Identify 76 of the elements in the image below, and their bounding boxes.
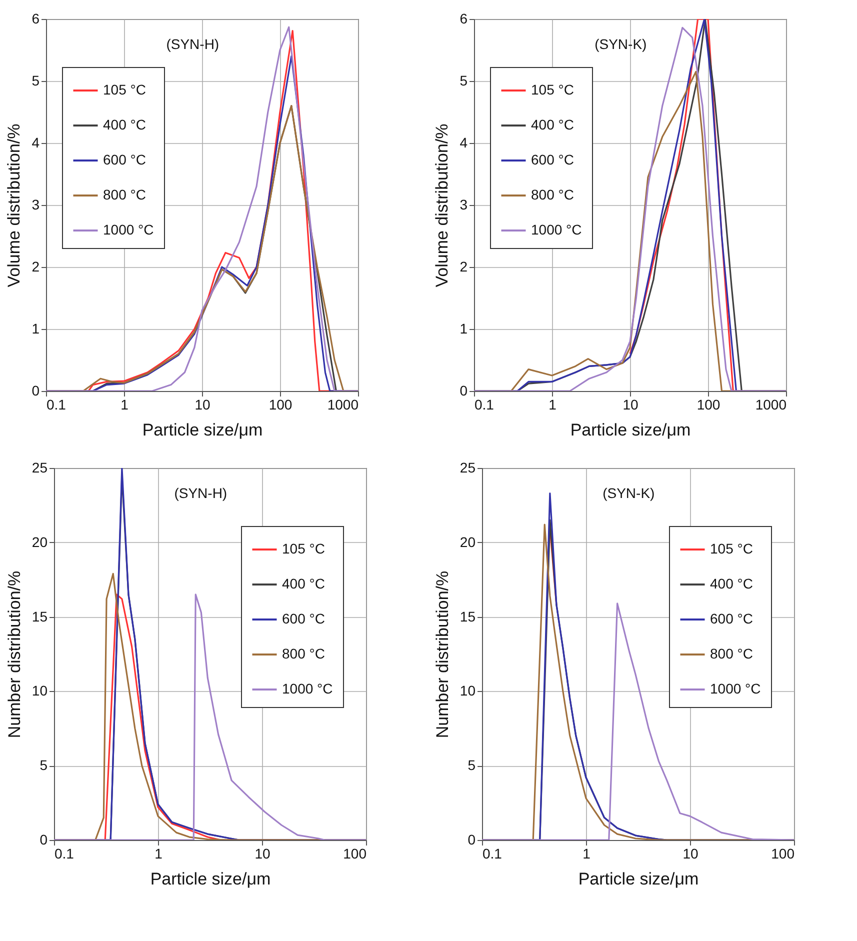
y-axis-title: Number distribution/% [432,570,452,738]
x-tick-label: 10 [682,846,698,862]
y-tick-label: 5 [32,72,40,88]
x-tick-label: 0.1 [474,396,494,412]
y-tick-label: 2 [460,258,468,274]
x-tick-label: 1 [120,396,129,412]
legend-label: 105 °C [282,540,325,556]
x-axis-title: Particle size/μm [142,420,263,440]
y-tick-label: 25 [460,460,476,476]
annotation: (SYN-K) [594,36,647,52]
x-tick-label: 10 [194,396,210,412]
x-tick-label: 1 [548,396,557,412]
legend-label: 105 °C [531,82,574,98]
y-tick-label: 1 [460,320,468,336]
legend-label: 600 °C [531,152,574,168]
legend-label: 105 °C [103,82,146,98]
y-tick-label: 20 [32,534,48,550]
y-tick-label: 10 [32,682,48,699]
legend-label: 600 °C [710,610,753,626]
x-tick-label: 0.1 [54,846,74,862]
legend-label: 1000 °C [282,680,333,696]
legend-label: 400 °C [531,116,574,132]
annotation: (SYN-H) [166,36,220,52]
y-tick-label: 6 [460,10,468,26]
legend-label: 1000 °C [710,680,761,696]
y-tick-label: 1 [32,320,40,336]
legend-label: 1000 °C [531,222,582,238]
y-tick-label: 5 [468,757,476,774]
y-tick-label: 6 [32,10,40,26]
y-tick-label: 3 [32,196,40,212]
y-axis-title: Volume distribution/% [432,124,452,288]
x-tick-label: 100 [343,846,367,862]
legend-label: 800 °C [710,646,753,662]
x-tick-label: 0.1 [46,396,66,412]
x-tick-label: 1000 [755,396,787,412]
legend-label: 800 °C [531,186,574,202]
y-tick-label: 4 [32,134,40,150]
x-tick-label: 1 [582,846,591,862]
x-tick-label: 1000 [327,396,359,412]
legend-label: 600 °C [282,610,325,626]
y-tick-label: 4 [460,134,468,150]
x-tick-label: 0.1 [482,846,502,862]
y-tick-label: 5 [460,72,468,88]
legend-label: 400 °C [103,116,146,132]
annotation: (SYN-K) [602,485,655,501]
x-axis-title: Particle size/μm [578,870,699,888]
legend-label: 105 °C [710,540,753,556]
annotation: (SYN-H) [174,485,228,501]
y-tick-label: 3 [460,196,468,212]
y-tick-label: 25 [32,460,48,476]
x-tick-label: 10 [254,846,270,862]
y-tick-label: 10 [460,682,476,699]
legend-label: 400 °C [710,576,753,592]
x-axis-title: Particle size/μm [150,870,271,888]
legend-label: 400 °C [282,576,325,592]
x-tick-label: 100 [268,396,292,412]
y-tick-label: 15 [32,608,48,624]
x-tick-label: 100 [771,846,795,862]
y-tick-label: 0 [460,382,468,398]
legend-label: 1000 °C [103,222,154,238]
legend-label: 800 °C [103,186,146,202]
x-axis-title: Particle size/μm [570,420,691,440]
y-tick-label: 0 [468,832,476,848]
x-tick-label: 1 [154,846,163,862]
y-tick-label: 20 [460,534,476,550]
y-tick-label: 0 [40,832,48,848]
legend-label: 600 °C [103,152,146,168]
x-tick-label: 10 [622,396,638,412]
y-axis-title: Volume distribution/% [4,124,24,288]
y-tick-label: 15 [460,608,476,624]
legend-label: 800 °C [282,646,325,662]
x-tick-label: 100 [696,396,720,412]
y-tick-label: 2 [32,258,40,274]
y-tick-label: 0 [32,382,40,398]
y-axis-title: Number distribution/% [4,570,24,738]
y-tick-label: 5 [40,757,48,774]
